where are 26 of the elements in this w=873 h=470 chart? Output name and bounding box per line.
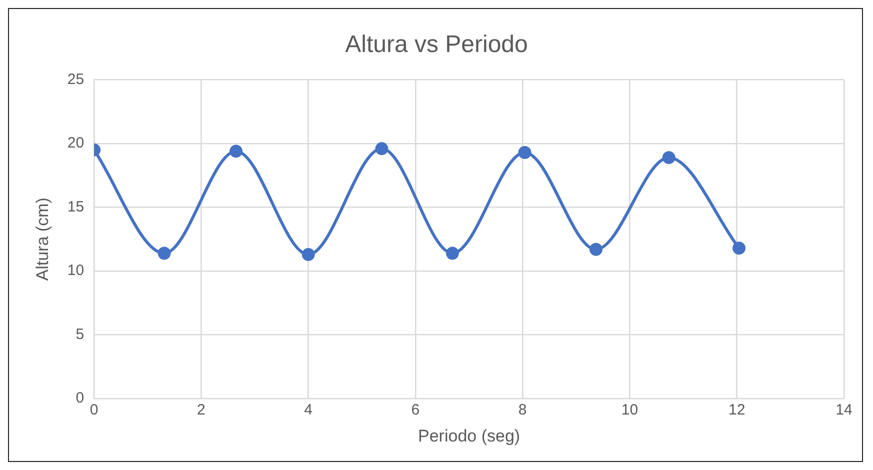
x-tick-label: 0: [90, 402, 98, 419]
x-tick-label: 2: [197, 402, 206, 419]
point: [518, 146, 532, 159]
y-tick-label: 15: [67, 198, 84, 216]
point: [302, 248, 315, 262]
point: [158, 246, 171, 260]
x-tick-label: 6: [411, 402, 420, 419]
x-axis-title: Periodo (seg): [418, 426, 520, 446]
y-tick-label: 0: [76, 390, 84, 407]
point: [446, 246, 459, 260]
point: [732, 242, 746, 255]
x-tick-label: 14: [836, 402, 852, 419]
chart-title: Altura vs Periodo: [345, 31, 528, 58]
point: [589, 242, 602, 256]
point: [662, 151, 676, 164]
y-axis-title: Altura (cm): [32, 198, 52, 281]
y-tick-label: 5: [76, 326, 84, 343]
y-tick-label: 25: [67, 70, 84, 88]
x-tick-label: 12: [728, 402, 746, 419]
x-tick-label: 4: [304, 402, 313, 419]
point: [230, 144, 243, 158]
y-tick-label: 10: [67, 262, 84, 280]
x-tick-label: 8: [518, 402, 527, 419]
x-tick-label: 10: [621, 402, 638, 419]
point: [375, 142, 388, 156]
y-tick-label: 20: [67, 134, 84, 152]
